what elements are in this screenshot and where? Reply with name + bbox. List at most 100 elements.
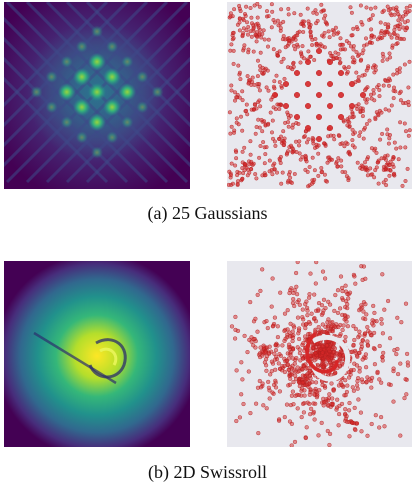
sample-point [273,347,279,353]
sample-point [251,26,256,31]
sample-point [249,15,254,20]
sample-point [385,161,390,166]
sample-point [333,25,338,30]
gaussian-mode [60,55,73,68]
sample-point [379,380,384,385]
sample-point [310,379,315,385]
sample-point [278,28,283,33]
gaussian-mode [72,67,91,86]
sample-point [340,289,345,294]
sample-point [351,342,356,347]
sample-point [277,366,283,371]
sample-point [357,133,362,138]
sample-point [293,369,298,374]
sample-point [402,396,407,401]
sample-point [373,115,378,120]
swissroll-density-map [4,261,190,447]
25-gaussians-density-map [4,2,190,189]
sample-point [398,145,403,150]
sample-point [334,322,339,327]
sample-point [395,315,400,320]
sample-point [316,307,321,312]
sample-point [380,51,385,56]
sample-point [372,175,377,180]
sample-point [273,143,278,148]
sample-point [398,98,403,103]
sample-point [272,79,277,84]
sample-point [349,10,354,15]
sample-point [313,380,319,385]
sample-point [357,333,362,338]
sample-point [302,134,307,139]
sample-point [403,28,408,33]
gaussian-mode [151,86,164,98]
sample-point [267,344,272,349]
sample-point [229,161,234,166]
sample-point [372,362,377,367]
sample-point [359,346,364,352]
sample-point [303,302,308,307]
sample-point [335,310,341,315]
sample-point [380,272,385,277]
sample-point [313,37,318,42]
sample-point [402,121,407,126]
sample-point [387,108,392,113]
sample-point [238,9,243,14]
sample-point [320,269,326,274]
sample-point [359,57,364,62]
sample-point [274,356,280,362]
sample-point [307,25,312,30]
sample-point [248,29,253,34]
grid-mode-point [315,113,322,120]
sample-point [236,122,241,127]
sample-point [234,418,239,424]
sample-point [333,292,338,298]
sample-point [247,170,252,175]
ridge-line [45,36,190,184]
sample-point [270,118,275,123]
sample-point [345,119,350,124]
sample-point [277,49,282,54]
sample-point [346,375,352,380]
sample-point [251,49,256,54]
sample-point [376,158,381,163]
sample-point [300,44,305,49]
sample-point [300,307,305,312]
sample-point [297,29,302,34]
sample-point [248,5,253,10]
sample-point [396,371,401,377]
sample-point [238,77,243,82]
sample-point [343,334,348,340]
sample-point [359,377,364,382]
sample-point [227,110,232,115]
sample-point [320,322,325,327]
sample-point [299,366,305,372]
sample-point [248,78,253,83]
sample-point [273,367,278,372]
sample-point [327,392,332,397]
gaussian-mode [75,40,88,53]
sample-point [312,292,317,297]
sample-point [260,173,265,178]
sample-point [398,361,403,366]
sample-point [260,129,265,134]
sample-point [374,319,379,324]
sample-point [391,399,396,404]
sample-point [328,51,333,56]
sample-point [270,276,275,281]
sample-point [345,383,350,388]
sample-point [276,23,281,28]
sample-point [365,97,370,102]
gaussian-mode [121,55,134,68]
caption-b: (b) 2D Swissroll [147,462,267,482]
sample-point [405,360,410,365]
sample-point [323,305,328,311]
sample-point [261,403,266,408]
sample-point [274,73,279,78]
mode-blobs [30,25,164,159]
sample-point [286,112,291,117]
sample-point [233,148,238,153]
sample-point [359,264,364,269]
sample-point [237,415,242,420]
sample-point [240,177,245,182]
